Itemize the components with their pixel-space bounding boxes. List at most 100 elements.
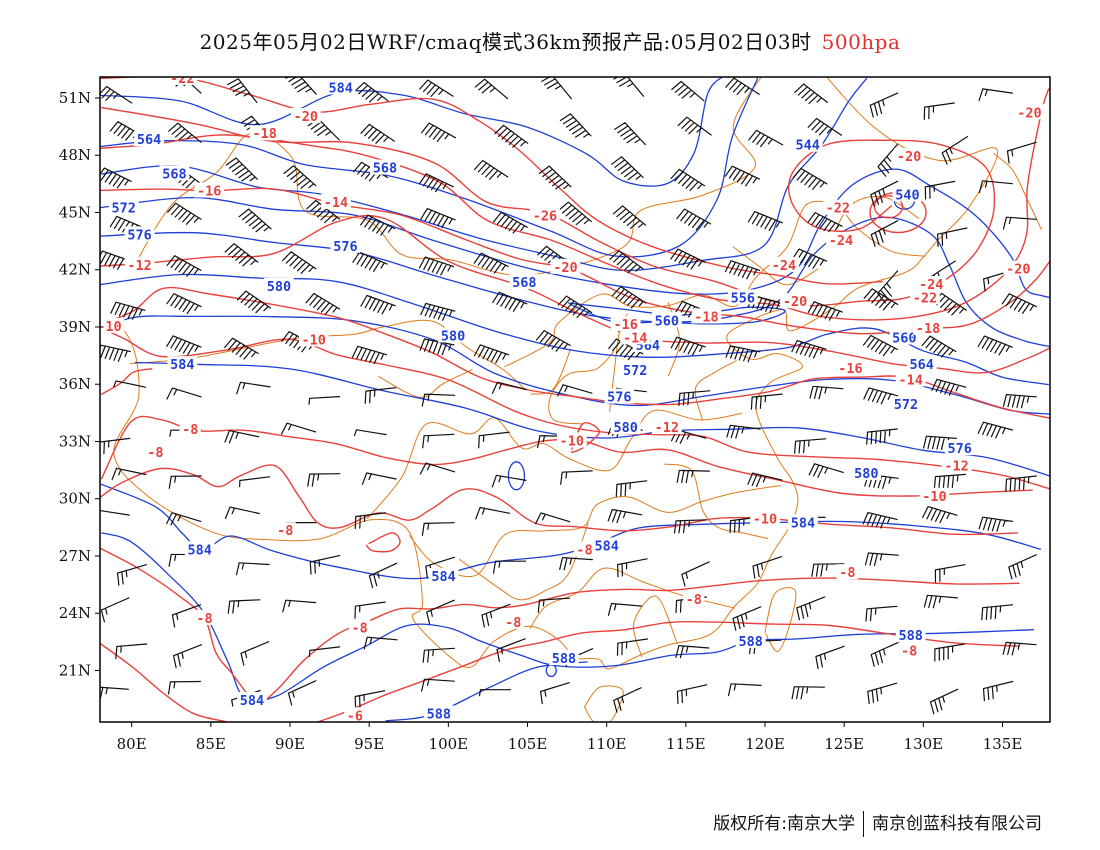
footer-credits: 版权所有:南京大学 南京创蓝科技有限公司 <box>713 809 1042 837</box>
wind-barb <box>613 687 642 713</box>
wind-barb <box>354 601 386 619</box>
wind-barb <box>752 556 782 579</box>
height-label: 584 <box>170 357 194 373</box>
wind-barb <box>676 208 712 231</box>
wind-barb <box>796 596 826 621</box>
temperature-label: -20 <box>294 109 318 125</box>
temperature-label: -12 <box>127 258 151 274</box>
wind-barb <box>613 77 645 97</box>
temperature-label-bg <box>349 619 371 635</box>
wind-barb <box>870 180 899 207</box>
wind-barb <box>726 424 761 439</box>
temperature-label-bg <box>1014 104 1045 120</box>
temperature-label-bg <box>898 642 920 658</box>
wind-barb <box>166 512 202 526</box>
wind-barb <box>612 205 647 229</box>
temperature-label: -8 <box>196 611 212 627</box>
temperature-contour <box>100 415 1033 497</box>
company-name: 南京创蓝科技有限公司 <box>872 814 1042 834</box>
lon-tick-label: 115E <box>666 735 706 753</box>
temperature-contour <box>570 422 601 454</box>
wind-barb <box>224 506 260 519</box>
wind-barb <box>422 433 455 449</box>
wind-barb <box>870 220 899 247</box>
wind-barb <box>421 393 456 407</box>
wind-barb <box>282 251 317 274</box>
height-label: 544 <box>796 138 820 154</box>
height-label-bg <box>423 705 454 721</box>
wind-barb <box>676 684 708 705</box>
wind-barb <box>977 335 1013 356</box>
lat-tick-label: 48N <box>59 146 91 164</box>
border-line <box>366 409 743 520</box>
temperature-label: -6 <box>347 708 363 724</box>
wind-barb <box>681 561 710 587</box>
wind-barb <box>354 512 387 530</box>
wind-barb <box>677 116 712 136</box>
temperature-contour <box>101 106 996 307</box>
temperature-label: -8 <box>147 445 163 461</box>
copyright-text: 版权所有:南京大学 <box>713 814 855 834</box>
temperature-label-bg <box>610 316 641 332</box>
wind-barb <box>225 157 258 182</box>
height-label: 584 <box>328 80 352 96</box>
height-label-bg <box>620 361 651 377</box>
border-line <box>993 153 1042 231</box>
wind-barb <box>418 173 454 193</box>
wind-barb <box>306 199 341 224</box>
temperature-label-bg <box>910 289 940 305</box>
wind-barb <box>166 335 202 356</box>
wind-barb <box>285 77 317 95</box>
height-label: 584 <box>791 516 815 532</box>
lat-tick-label: 42N <box>59 261 91 279</box>
temperature-label: -8 <box>505 615 521 631</box>
height-contour <box>100 77 724 187</box>
wind-barb <box>815 645 845 670</box>
temperature-label-bg <box>836 564 858 580</box>
wind-barb <box>560 470 593 485</box>
height-contour <box>100 168 1050 299</box>
wind-barb <box>1002 394 1037 409</box>
temperature-label: -22 <box>913 290 937 306</box>
wind-barb <box>168 680 201 695</box>
wind-barb <box>535 330 571 352</box>
wind-barb <box>811 563 845 577</box>
wind-barb <box>473 159 509 180</box>
wind-barb <box>538 165 572 190</box>
wind-barb <box>116 564 147 586</box>
temperature-label-bg <box>835 359 866 375</box>
wind-barb <box>166 387 202 400</box>
wind-barb <box>115 643 148 660</box>
border-line <box>408 485 782 577</box>
border-line <box>133 77 763 276</box>
height-label-bg <box>651 312 682 328</box>
wind-barb <box>978 180 1013 194</box>
wind-barb <box>361 472 397 485</box>
wind-barb <box>368 562 398 589</box>
wind-barb <box>309 555 341 575</box>
height-label: 584 <box>188 542 212 558</box>
wind-barb <box>867 682 898 705</box>
temperature-label-bg <box>1003 260 1034 276</box>
wind-barb <box>419 79 454 97</box>
wind-barb <box>559 113 592 138</box>
wind-barb <box>791 340 827 359</box>
border-line <box>548 350 615 425</box>
height-label: 580 <box>613 420 637 436</box>
lat-tick-label: 24N <box>59 604 91 622</box>
wind-barb <box>863 288 899 311</box>
temperature-label: -14 <box>623 330 647 346</box>
height-label-bg <box>889 329 920 345</box>
wind-barb <box>864 552 899 567</box>
wind-barb <box>281 422 317 435</box>
wind-barb <box>678 390 711 406</box>
temperature-label: -18 <box>916 321 940 337</box>
lat-tick-label: 30N <box>59 490 91 508</box>
temperature-label: -18 <box>252 126 276 142</box>
wind-barb <box>977 421 1013 439</box>
border-line <box>504 200 926 368</box>
temperature-label-bg <box>895 371 926 387</box>
lon-tick-label: 85E <box>196 735 226 753</box>
temperature-contour <box>100 77 883 285</box>
lon-tick-label: 120E <box>745 735 785 753</box>
